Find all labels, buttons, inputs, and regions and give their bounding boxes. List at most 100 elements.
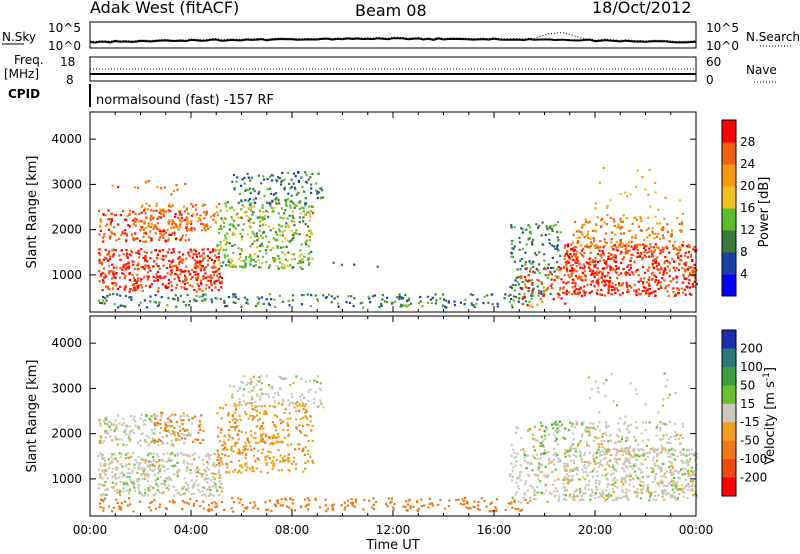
echo-cell [225,205,228,208]
echo-cell [125,266,128,269]
echo-cell [104,422,107,425]
echo-cell [217,249,220,252]
echo-cell [257,405,260,408]
echo-cell [627,264,630,267]
echo-cell [266,455,269,458]
echo-cell [221,280,224,283]
echo-cell [619,417,622,420]
echo-cell [562,286,565,289]
echo-cell [570,477,573,480]
echo-cell [244,506,247,509]
echo-cell [175,273,178,276]
echo-cell [102,212,105,216]
echo-cell [160,234,163,237]
echo-cell [174,413,177,416]
echo-cell [223,301,226,304]
echo-cell [653,237,656,240]
echo-cell [202,293,205,296]
echo-cell [652,467,655,470]
echo-cell [637,443,640,446]
echo-cell [170,425,173,428]
echo-cell [516,280,519,283]
echo-cell [258,229,261,232]
echo-cell [540,442,543,445]
echo-cell [124,453,128,456]
echo-cell [99,275,102,278]
echo-cell [304,241,307,244]
echo-cell [354,500,357,503]
echo-cell [519,259,522,262]
echo-cell [251,231,254,234]
echo-cell [578,236,581,239]
echo-cell [250,206,253,209]
echo-cell [669,471,672,474]
echo-cell [563,246,566,249]
echo-cell [566,478,570,481]
freq-tick-low: 8 [66,73,74,87]
echo-cell [623,463,626,466]
echo-cell [169,281,172,284]
echo-cell [195,294,198,297]
echo-cell [598,480,601,483]
echo-cell [625,457,628,461]
echo-cell [290,185,293,189]
echo-cell [609,265,612,268]
echo-cell [539,444,542,447]
echo-cell [142,458,145,461]
echo-cell [330,295,333,298]
echo-cell [216,489,219,492]
echo-cell [590,273,593,276]
echo-cell [542,492,545,495]
echo-cell [262,211,265,214]
echo-cell [167,429,170,432]
echo-cell [262,427,265,430]
echo-cell [594,380,597,383]
echo-cell [642,487,645,490]
echo-cell [150,237,153,240]
echo-cell [277,402,280,405]
echo-cell [634,388,637,391]
echo-cell [199,267,202,271]
echo-cell [258,215,261,218]
echo-cell [260,266,263,269]
echo-cell [531,278,534,282]
echo-cell [242,205,245,208]
echo-cell [624,452,628,455]
echo-cell [476,507,479,510]
echo-cell [106,285,110,288]
echo-cell [226,201,229,204]
echo-cell [110,422,113,425]
echo-cell [387,497,390,500]
echo-cell [201,289,204,293]
echo-cell [182,280,185,283]
echo-cell [231,497,234,500]
echo-cell [166,478,169,481]
echo-cell [155,204,158,207]
echo-cell [183,434,186,437]
echo-cell [671,488,674,491]
echo-cell [158,490,161,493]
echo-cell [693,245,696,249]
echo-cell [304,234,307,237]
echo-cell [267,240,271,243]
echo-cell [319,197,322,200]
echo-cell [183,283,186,286]
echo-cell [673,470,676,473]
echo-cell [632,464,635,467]
echo-cell [418,302,421,305]
echo-cell [278,375,281,378]
echo-cell [244,411,247,414]
echo-cell [141,458,144,461]
echo-cell [142,229,145,232]
echo-cell [103,273,106,276]
echo-cell [115,477,118,480]
echo-cell [575,473,578,476]
echo-cell [634,420,637,424]
echo-cell [604,240,607,244]
echo-cell [217,256,221,259]
echo-cell [253,386,256,389]
echo-cell [564,437,567,441]
echo-cell [624,248,627,251]
echo-cell [473,500,476,503]
echo-cell [590,269,593,272]
